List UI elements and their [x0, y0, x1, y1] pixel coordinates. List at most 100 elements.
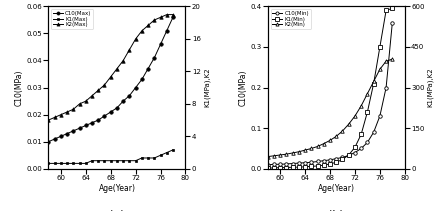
- K1(Min): [265, 167, 270, 169]
- C10(Max): [83, 124, 88, 127]
- K1(Min): [377, 46, 382, 48]
- C10(Min): [390, 21, 395, 24]
- C10(Min): [302, 161, 308, 164]
- C10(Min): [321, 160, 326, 162]
- K2(Max): [89, 95, 95, 97]
- C10(Min): [271, 163, 277, 166]
- K2(Max): [95, 89, 101, 92]
- K1(Min): [365, 111, 370, 113]
- K1(Min): [346, 154, 352, 156]
- K2(Max): [71, 108, 76, 111]
- K1(Min): [315, 165, 320, 167]
- K1(Min): [290, 166, 295, 168]
- K1(Min): [384, 9, 389, 12]
- K2(Min): [265, 155, 270, 158]
- K1(Max): [83, 162, 88, 165]
- K1(Max): [95, 160, 101, 162]
- K2(Min): [371, 80, 376, 83]
- K2(Min): [334, 135, 339, 138]
- K1(Max): [152, 157, 157, 159]
- Legend: C10(Min), K1(Min), K2(Min): C10(Min), K1(Min), K2(Min): [271, 9, 311, 29]
- K2(Max): [146, 24, 151, 27]
- Line: K1(Min): K1(Min): [266, 7, 394, 170]
- K1(Max): [108, 160, 114, 162]
- K1(Min): [352, 146, 358, 149]
- C10(Min): [309, 161, 314, 164]
- C10(Max): [114, 107, 120, 109]
- Line: K2(Max): K2(Max): [47, 13, 175, 122]
- K2(Max): [158, 16, 163, 19]
- K2(Max): [164, 13, 169, 16]
- K1(Min): [271, 167, 277, 169]
- C10(Min): [340, 156, 345, 159]
- K2(Max): [58, 114, 63, 116]
- C10(Min): [265, 164, 270, 166]
- C10(Min): [315, 160, 320, 163]
- K1(Min): [390, 7, 395, 10]
- X-axis label: Age(Year): Age(Year): [99, 184, 136, 193]
- K1(Min): [371, 82, 376, 85]
- C10(Min): [359, 147, 364, 150]
- K2(Max): [114, 68, 120, 70]
- C10(Min): [377, 115, 382, 117]
- K2(Max): [170, 13, 176, 16]
- K2(Max): [127, 49, 132, 51]
- C10(Max): [46, 141, 51, 143]
- C10(Min): [365, 141, 370, 144]
- K2(Min): [365, 92, 370, 95]
- K1(Min): [278, 166, 283, 169]
- C10(Max): [64, 132, 70, 135]
- Y-axis label: K1(MPa),K2: K1(MPa),K2: [427, 68, 434, 107]
- C10(Max): [133, 86, 138, 89]
- C10(Min): [296, 162, 301, 164]
- C10(Max): [89, 122, 95, 124]
- C10(Max): [77, 127, 82, 129]
- C10(Max): [102, 115, 107, 117]
- K1(Min): [284, 166, 289, 169]
- Text: (b): (b): [328, 210, 344, 211]
- Line: K1(Max): K1(Max): [47, 149, 174, 165]
- Text: (a): (a): [109, 210, 125, 211]
- K2(Min): [290, 152, 295, 154]
- K1(Min): [327, 163, 333, 165]
- C10(Min): [278, 163, 283, 166]
- C10(Max): [127, 95, 132, 97]
- K2(Min): [340, 130, 345, 132]
- K2(Min): [284, 153, 289, 156]
- K2(Min): [315, 145, 320, 148]
- C10(Min): [290, 162, 295, 165]
- K1(Max): [133, 160, 138, 162]
- K2(Max): [77, 103, 82, 105]
- K2(Min): [390, 58, 395, 60]
- K1(Max): [170, 149, 176, 151]
- K2(Min): [384, 60, 389, 62]
- K1(Max): [52, 162, 57, 165]
- K2(Max): [121, 59, 126, 62]
- Line: K2(Min): K2(Min): [266, 57, 394, 158]
- K2(Min): [278, 154, 283, 156]
- K2(Max): [83, 100, 88, 102]
- K2(Min): [321, 142, 326, 145]
- C10(Max): [95, 119, 101, 121]
- K1(Max): [114, 160, 120, 162]
- K2(Min): [302, 149, 308, 151]
- C10(Min): [334, 157, 339, 160]
- K1(Max): [164, 151, 169, 154]
- C10(Min): [352, 151, 358, 154]
- C10(Max): [170, 16, 176, 18]
- K1(Min): [334, 161, 339, 164]
- C10(Max): [71, 130, 76, 132]
- Legend: C10(Max), K1(Max), K2(Max): C10(Max), K1(Max), K2(Max): [51, 9, 93, 29]
- Y-axis label: K1(MPa),K2: K1(MPa),K2: [204, 68, 210, 107]
- K2(Min): [377, 68, 382, 70]
- C10(Max): [139, 78, 144, 81]
- K2(Max): [108, 76, 114, 78]
- K1(Max): [64, 162, 70, 165]
- K1(Max): [139, 157, 144, 159]
- K1(Max): [46, 162, 51, 165]
- K2(Min): [271, 154, 277, 157]
- X-axis label: Age(Year): Age(Year): [318, 184, 355, 193]
- K1(Min): [321, 164, 326, 166]
- C10(Min): [346, 154, 352, 157]
- K2(Max): [139, 30, 144, 32]
